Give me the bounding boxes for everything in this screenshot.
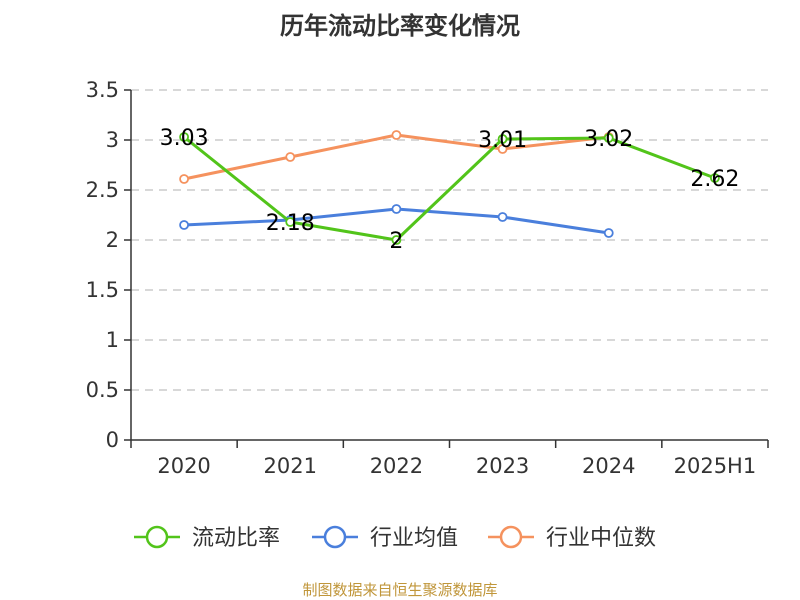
- x-tick-label: 2025H1: [674, 454, 757, 478]
- legend: 流动比率 行业均值 行业中位数: [134, 525, 656, 551]
- x-tick-label: 2022: [370, 454, 423, 478]
- y-tick-label: 2: [106, 228, 119, 252]
- data-label: 3.03: [160, 126, 209, 151]
- legend-label: 流动比率: [192, 526, 280, 551]
- data-point: [285, 152, 296, 162]
- data-label: 3.01: [478, 128, 527, 153]
- x-tick-label: 2023: [476, 454, 529, 478]
- data-label: 2.18: [266, 211, 315, 236]
- legend-label: 行业中位数: [546, 526, 656, 551]
- legend-marker: [499, 525, 523, 549]
- x-axis: 2020 2021 2022 2023 2024 2025H1: [130, 439, 769, 478]
- y-tick-label: 3: [106, 128, 119, 152]
- y-tick-label: 0: [106, 428, 119, 452]
- data-point: [179, 132, 189, 142]
- series-line: [183, 135, 716, 242]
- legend-label: 行业均值: [370, 526, 458, 551]
- data-point: [391, 204, 402, 214]
- y-tick-label: 1: [106, 328, 119, 352]
- data-point: [603, 228, 614, 238]
- source-note: 制图数据来自恒生聚源数据库: [302, 581, 498, 599]
- data-point: [391, 235, 402, 245]
- x-tick-label: 2024: [582, 454, 635, 478]
- x-tick-label: 2021: [264, 454, 317, 478]
- data-label: 3.02: [584, 127, 633, 152]
- x-tick-label: 2020: [157, 454, 210, 478]
- data-point: [179, 174, 189, 184]
- data-point: [497, 144, 508, 154]
- data-point: [603, 133, 614, 143]
- data-point: [497, 134, 508, 144]
- data-point: [710, 173, 720, 183]
- legend-marker: [323, 525, 347, 549]
- data-point: [285, 217, 296, 227]
- y-tick-label: 1.5: [86, 278, 119, 302]
- data-point: [179, 220, 189, 230]
- y-tick-label: 2.5: [86, 178, 119, 202]
- data-label: 2.62: [690, 167, 739, 192]
- data-point: [391, 130, 402, 140]
- y-tick-label: 3.5: [86, 78, 119, 102]
- legend-marker: [145, 525, 169, 549]
- data-point: [497, 212, 508, 222]
- gridlines: [131, 89, 768, 391]
- data-labels: 3.03 2.18 2 3.01 3.02 2.62: [160, 126, 740, 254]
- y-tick-label: 0.5: [86, 378, 119, 402]
- series-line: [183, 133, 609, 181]
- data-label: 2: [389, 229, 403, 254]
- y-axis: 0 0.5 1 1.5 2 2.5 3 3.5: [86, 78, 132, 452]
- chart-title: 历年流动比率变化情况: [280, 12, 520, 40]
- series-lines: [179, 130, 720, 245]
